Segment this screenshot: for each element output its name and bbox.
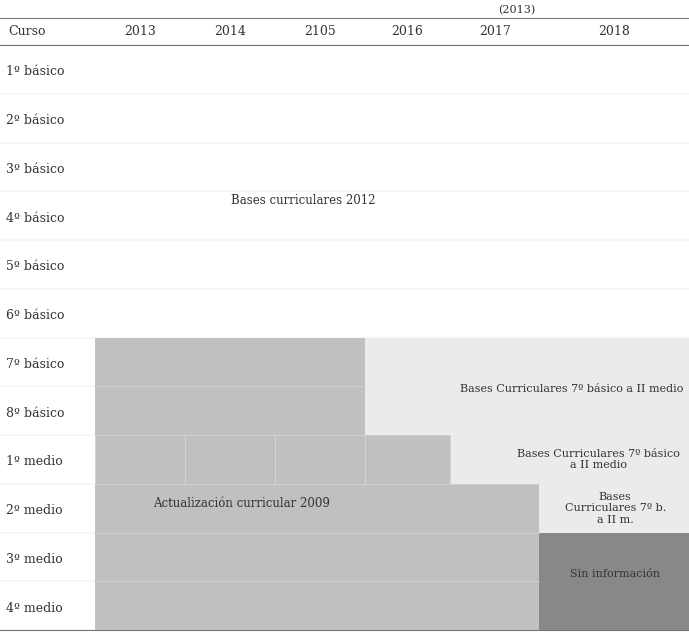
Text: Bases Curriculares 7º básico
a II medio: Bases Curriculares 7º básico a II medio [517, 449, 679, 470]
Text: Actualización curricular 2009: Actualización curricular 2009 [153, 497, 329, 510]
Text: 2º medio: 2º medio [6, 504, 63, 517]
Text: 2014: 2014 [214, 25, 246, 38]
Text: 2016: 2016 [391, 25, 424, 38]
Text: Sin información: Sin información [570, 569, 660, 579]
Text: 8º básico: 8º básico [6, 406, 65, 420]
Text: 2013: 2013 [124, 25, 156, 38]
Text: 3º medio: 3º medio [6, 553, 63, 566]
Text: 2105: 2105 [304, 25, 336, 38]
Bar [450, 435, 689, 484]
Text: Bases curriculares 2012: Bases curriculares 2012 [231, 195, 376, 207]
Text: 1º medio: 1º medio [6, 456, 63, 468]
Text: 4º básico: 4º básico [6, 212, 65, 225]
Text: Bases
Curriculares 7º b.
a II m.: Bases Curriculares 7º b. a II m. [565, 491, 666, 524]
Text: 2018: 2018 [598, 25, 630, 38]
Bar [539, 533, 689, 630]
Text: Curso: Curso [8, 25, 45, 38]
Text: 5º básico: 5º básico [6, 260, 64, 273]
Text: 7º básico: 7º básico [6, 358, 64, 371]
Text: 1º básico: 1º básico [6, 65, 65, 78]
Bar [95, 338, 365, 435]
Text: 2º básico: 2º básico [6, 114, 64, 127]
Text: 3º básico: 3º básico [6, 163, 65, 176]
Bar [539, 484, 689, 533]
Text: (2013): (2013) [498, 5, 535, 15]
Text: 4º medio: 4º medio [6, 602, 63, 614]
Text: 2017: 2017 [479, 25, 511, 38]
Bar [95, 484, 539, 630]
Text: 6º básico: 6º básico [6, 309, 65, 322]
Text: Bases Curriculares 7º básico a II medio: Bases Curriculares 7º básico a II medio [460, 383, 683, 394]
Bar [95, 435, 450, 484]
Bar [365, 338, 689, 435]
